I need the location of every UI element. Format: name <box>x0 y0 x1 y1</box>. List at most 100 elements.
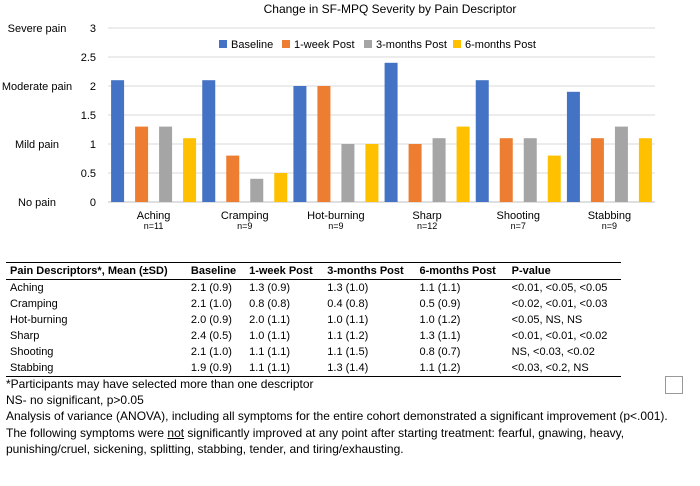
table-header: 6-months Post <box>415 262 508 280</box>
table-cell: 1.3 (1.0) <box>327 282 369 294</box>
table-row: Cramping 2.1 (1.0) 0.8 (0.8) 0.4 (0.8) 0… <box>6 296 621 312</box>
table-cell: 2.4 (0.5) <box>190 330 232 342</box>
table-cell: 0.8 (0.8) <box>249 298 291 310</box>
y-tick-label: 2 <box>90 81 96 93</box>
y-axis-severity-labels: Severe pain Moderate pain Mild pain No pain <box>2 23 72 209</box>
bar <box>135 126 149 202</box>
table-row: Hot-burning 2.0 (0.9) 2.0 (1.1) 1.0 (1.1… <box>6 312 621 328</box>
bar <box>365 144 379 202</box>
severity-label: Moderate pain <box>2 81 72 93</box>
table-cell: 0.4 (0.8) <box>327 298 369 310</box>
bar <box>293 86 307 202</box>
anova-note: Analysis of variance (ANOVA), including … <box>6 409 668 424</box>
table-cell: <0.01, <0.01, <0.02 <box>511 330 608 342</box>
bar <box>590 138 604 202</box>
bar <box>547 155 561 202</box>
category-label: Sharp <box>412 210 441 222</box>
table-cell: Aching <box>10 282 44 294</box>
table-header: 3-months Post <box>323 262 416 280</box>
not-improved-emphasis: not <box>167 425 185 440</box>
table-cell: 1.3 (1.1) <box>419 330 461 342</box>
table-cell: <0.03, <0.2, NS <box>507 360 621 377</box>
table-header: P-value <box>507 262 621 280</box>
y-tick-label: 1 <box>90 139 96 151</box>
footnote-ns: NS- no significant, p>0.05 <box>6 393 144 408</box>
table-cell: 1.3 (0.9) <box>249 282 291 294</box>
bar <box>614 126 628 202</box>
table-cell: 2.0 (1.1) <box>249 314 291 326</box>
bar <box>499 138 513 202</box>
table-header-row: Pain Descriptors*, Mean (±SD) Baseline 1… <box>6 262 621 280</box>
severity-label: No pain <box>18 197 56 209</box>
chart-bars <box>111 62 652 202</box>
legend-label: 6-months Post <box>465 39 536 51</box>
table-cell: <0.02, <0.01, <0.03 <box>511 298 608 310</box>
table-cell: 0.8 (0.7) <box>419 346 461 358</box>
bar <box>566 91 580 202</box>
category-label: Shooting <box>497 210 540 222</box>
y-tick-label: 3 <box>90 23 96 35</box>
table-cell: 1.1 (1.1) <box>245 360 324 377</box>
table-row: Stabbing 1.9 (0.9) 1.1 (1.1) 1.3 (1.4) 1… <box>6 360 621 377</box>
not-improved-text-start: The following symptoms were <box>6 425 168 440</box>
bar <box>523 138 537 202</box>
x-axis-categories: Achingn=11Crampingn=9Hot-burningn=9Sharp… <box>137 210 631 231</box>
bar <box>111 80 125 202</box>
table-cell: <0.05, NS, NS <box>511 314 583 326</box>
severity-label: Mild pain <box>15 139 59 151</box>
bar <box>183 138 197 202</box>
not-improved-text-end: significantly improved at any point afte… <box>6 425 625 456</box>
table-cell: 1.1 (1.1) <box>249 346 291 358</box>
table-cell: NS, <0.03, <0.02 <box>511 346 595 358</box>
legend-swatch <box>364 40 372 48</box>
legend-label: Baseline <box>231 39 273 51</box>
table-cell: Stabbing <box>6 360 187 377</box>
table-row: Sharp 2.4 (0.5) 1.0 (1.1) 1.1 (1.2) 1.3 … <box>6 328 621 344</box>
bar <box>638 138 652 202</box>
chart-legend: Baseline 1-week Post 3-months Post 6-months… <box>219 39 536 51</box>
category-count: n=12 <box>417 221 437 231</box>
table-cell: 2.0 (0.9) <box>190 314 232 326</box>
category-count: n=9 <box>328 221 343 231</box>
table-cell: 1.0 (1.1) <box>249 330 291 342</box>
table-cell: 1.1 (1.2) <box>327 330 369 342</box>
table-cell: <0.01, <0.05, <0.05 <box>511 282 608 294</box>
legend-swatch <box>453 40 461 48</box>
table-header: Baseline <box>186 262 246 280</box>
legend-swatch <box>219 40 227 48</box>
not-improved-note: The following symptoms were not signific… <box>6 425 696 457</box>
table-cell: 1.0 (1.2) <box>419 314 461 326</box>
category-count: n=7 <box>511 221 526 231</box>
table-cell: 2.1 (1.0) <box>190 346 232 358</box>
empty-checkbox[interactable] <box>665 376 683 394</box>
bar <box>408 144 422 202</box>
chart-gridlines <box>108 27 655 203</box>
table-cell: 0.5 (0.9) <box>419 298 461 310</box>
table-header: Pain Descriptors*, Mean (±SD) <box>6 262 187 280</box>
footnote-participants: *Participants may have selected more tha… <box>6 377 314 391</box>
y-tick-label: 0 <box>90 197 96 209</box>
category-count: n=9 <box>602 221 617 231</box>
bar <box>432 138 446 202</box>
y-axis-ticks: 0 0.5 1 1.5 2 2.5 3 <box>81 23 96 209</box>
table-cell: 1.0 (1.1) <box>327 314 369 326</box>
table-cell: 1.3 (1.4) <box>323 360 416 377</box>
severity-label: Severe pain <box>8 23 67 35</box>
table-cell: 2.1 (0.9) <box>190 282 232 294</box>
table-cell: Cramping <box>10 298 58 310</box>
category-label: Cramping <box>221 210 269 222</box>
category-count: n=9 <box>237 221 252 231</box>
bar <box>475 80 489 202</box>
category-label: Aching <box>137 210 171 222</box>
bar <box>384 62 398 202</box>
table-cell: Hot-burning <box>10 314 68 326</box>
table-cell: 1.1 (1.5) <box>327 346 369 358</box>
bar-chart: Change in SF-MPQ Severity by Pain Descri… <box>2 2 655 231</box>
notes-section: *Participants may have selected more tha… <box>6 376 696 457</box>
y-tick-label: 1.5 <box>81 110 96 122</box>
y-tick-label: 2.5 <box>81 52 96 64</box>
legend-label: 1-week Post <box>294 39 355 51</box>
category-count: n=11 <box>144 221 164 231</box>
legend-swatch <box>282 40 290 48</box>
legend-label: 3-months Post <box>376 39 447 51</box>
